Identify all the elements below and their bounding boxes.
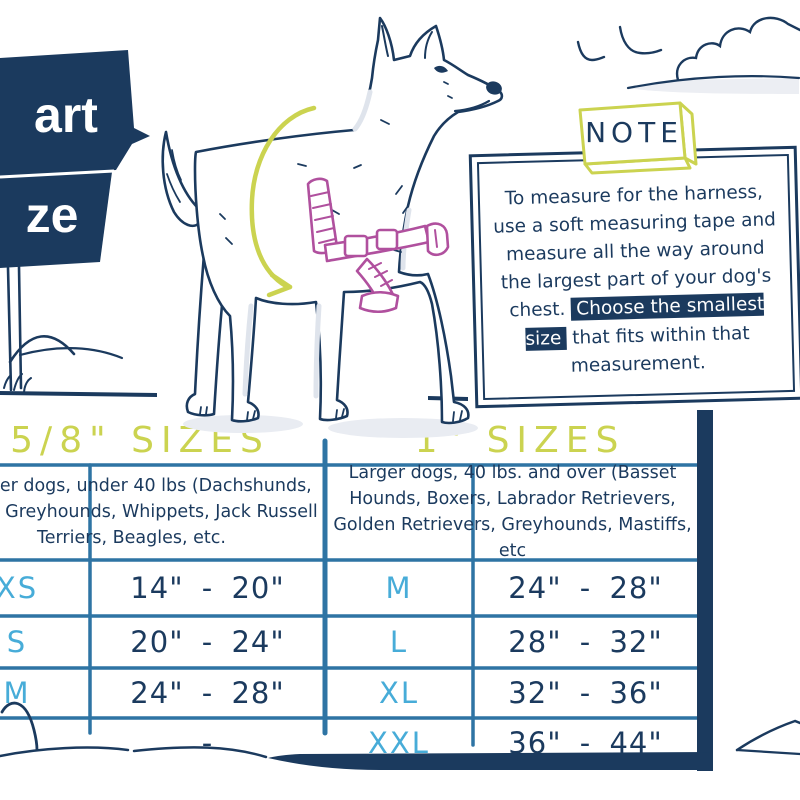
right-range-m: 24" - 28" [508,571,663,605]
paw-shadow [328,418,478,438]
note-card: To measure for the harness, use a soft m… [468,145,800,409]
cloud-wisp-icon [618,25,663,55]
sign-panel [0,50,150,176]
ground-line [132,746,268,759]
grass-icon [23,377,32,393]
sign-line1: art [34,87,98,143]
left-table-description: Smaller dogs, under 40 lbs (Dachshunds, … [0,475,318,549]
fur-ticks [219,81,453,253]
grass-icon [3,375,11,389]
right-range-xl: 32" - 36" [508,676,663,710]
sign-post [6,266,13,392]
left-range-xs: 14" - 20" [130,571,285,605]
note-label-box: NOTE [578,101,698,175]
right-range-l: 28" - 32" [508,625,663,659]
ground-line [0,746,130,758]
cloud-base-line [626,75,800,90]
size-chart-grid [0,438,700,747]
harness-buckle [343,234,369,258]
right-size-xl: XL [378,676,420,710]
harness-belly-pad [358,290,400,314]
dog-body [193,16,504,425]
sign-post [17,265,23,390]
harness-buckle [375,228,399,251]
paw-toes [199,406,463,422]
sign-gap [0,169,115,179]
cloud-icon [675,16,800,82]
left-size-s: S [6,625,28,659]
hill-icon [0,701,39,752]
dog-eye [434,65,448,73]
harness [306,177,450,314]
fur-line [171,149,182,181]
cloud-wisp-icon [576,40,606,62]
dog-tail [161,130,202,228]
dog-illustration [161,16,504,438]
billboard-right-edge [697,410,713,771]
left-range-s: 20" - 24" [130,625,285,659]
left-size-xs: XS [0,571,39,605]
dog-nose [486,81,502,95]
note-text-end: that fits within that measurement. [566,322,750,377]
left-range-m: 24" - 28" [130,676,285,710]
note-label: NOTE [585,116,683,149]
measuring-arrow-icon [249,105,317,298]
shading [242,89,412,399]
note-label-face [578,101,687,166]
hill-icon [735,748,800,756]
sign-line2: ze [25,187,79,243]
cloud-shadow [628,76,799,94]
fur-line [166,173,181,203]
billboard-bottom-edge [268,752,713,770]
billboard-top-edge [0,391,157,397]
ear-inner-line [424,31,433,59]
ear-inner-line [381,25,389,57]
grass-icon [13,373,23,391]
sign-panel [0,172,112,268]
right-size-l: L [389,625,409,659]
dog-mouth [453,99,491,113]
signpost [0,50,150,393]
harness-ring [425,222,450,257]
right-size-m: M [385,571,413,605]
size-chart: 5/8" SIZES 1" SIZES Smaller dogs, under … [0,415,713,800]
hill-icon [735,719,800,752]
left-range-blank: - [201,726,214,760]
hill-icon [18,347,124,360]
note-text: To measure for the harness, use a soft m… [477,154,795,400]
paw-shadow [183,415,303,433]
clouds-icon [576,16,800,94]
cloud-icon [677,17,800,80]
harness-stripes [310,191,438,287]
